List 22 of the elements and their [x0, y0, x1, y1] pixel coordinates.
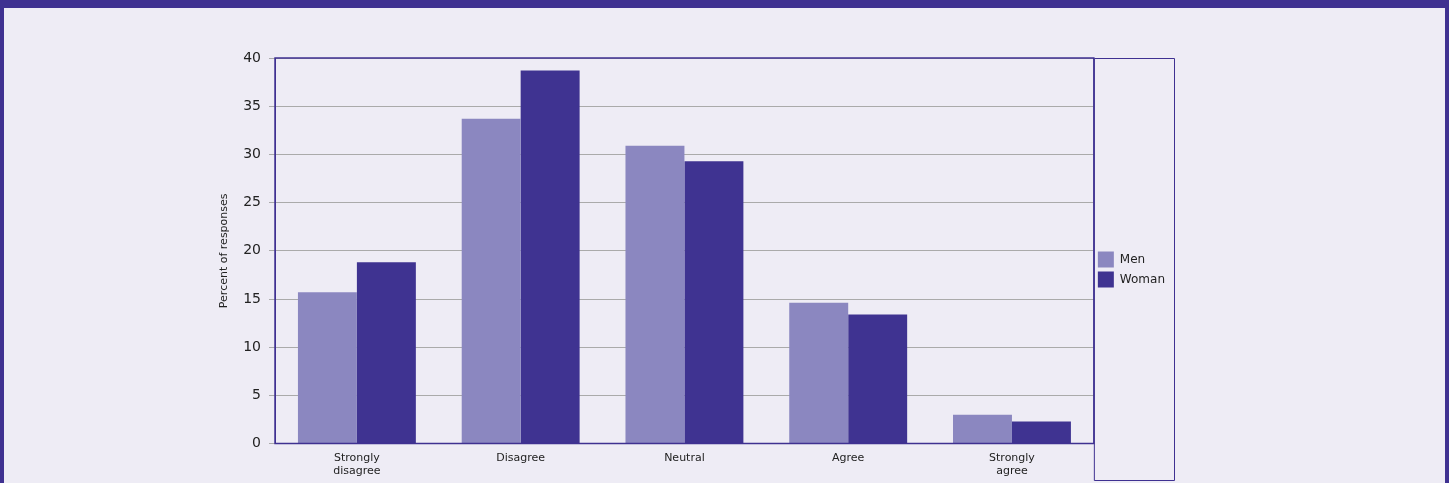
- y-tick-label: 30: [243, 145, 262, 162]
- y-tick-label: 10: [243, 337, 262, 354]
- bar: [297, 292, 357, 444]
- y-tick-label: 0: [252, 434, 262, 451]
- y-tick-label: 25: [243, 193, 262, 210]
- bar: [625, 145, 685, 444]
- bar: [789, 302, 849, 444]
- y-tick-label: 40: [243, 48, 262, 65]
- x-tick-label: Strongly disagree: [333, 451, 381, 478]
- x-tick-label: Agree: [832, 451, 865, 465]
- x-tick-label: Neutral: [664, 451, 705, 465]
- legend-label: Woman: [1119, 271, 1165, 286]
- y-tick-label: 20: [243, 241, 262, 258]
- y-tick-label: 15: [243, 289, 262, 306]
- y-tick-label: 5: [252, 386, 262, 403]
- x-tick-label: Strongly agree: [989, 451, 1036, 478]
- bar: [461, 118, 521, 444]
- y-axis-title: Percent of responses: [217, 193, 231, 309]
- x-tick-label: Disagree: [496, 451, 546, 465]
- y-tick-label: 35: [243, 96, 262, 113]
- legend-label: Men: [1119, 251, 1146, 266]
- bar: [953, 414, 1012, 444]
